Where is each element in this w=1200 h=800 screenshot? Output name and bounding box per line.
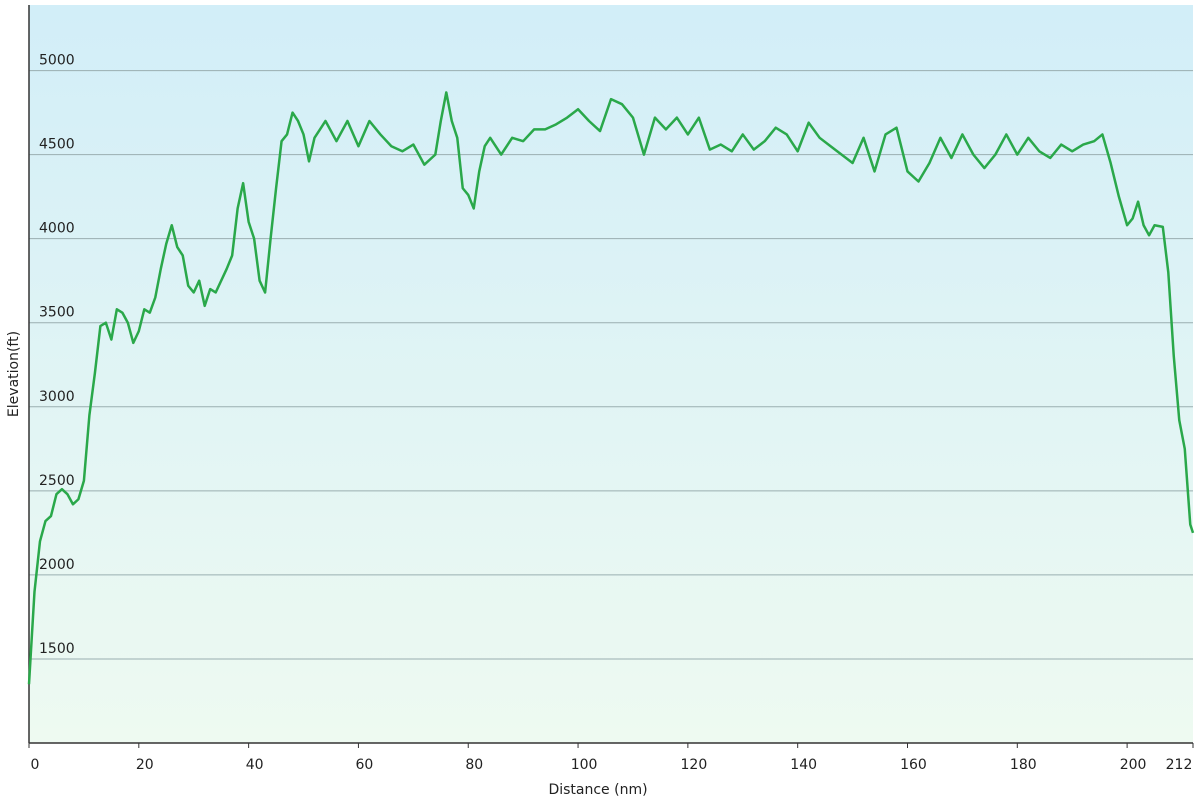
x-tick-label: 140 (790, 757, 817, 773)
y-tick-label: 5000 (39, 53, 75, 69)
x-tick-label: 180 (1010, 757, 1037, 773)
y-tick-label: 1500 (39, 641, 75, 657)
x-tick-label: 0 (31, 757, 40, 773)
elevation-line (27, 91, 1195, 685)
y-tick-label: 2000 (39, 557, 75, 573)
x-tick-label: 60 (356, 757, 374, 773)
y-tick-label: 3500 (39, 305, 75, 321)
x-tick-label: 212 (1166, 757, 1193, 773)
x-tick-label: 20 (136, 757, 154, 773)
y-tick-label: 4500 (39, 137, 75, 153)
x-tick-label: 200 (1120, 757, 1147, 773)
y-tick-label: 3000 (39, 389, 75, 405)
plot-background (29, 5, 1193, 743)
x-tick-label: 120 (681, 757, 708, 773)
x-tick-label: 40 (246, 757, 264, 773)
x-tick-label: 100 (571, 757, 598, 773)
y-tick-label: 4000 (39, 221, 75, 237)
y-axis-label: Elevation(ft) (6, 331, 22, 417)
x-tick-label: 80 (465, 757, 483, 773)
x-axis-label: Distance (nm) (548, 782, 647, 798)
y-tick-label: 2500 (39, 473, 75, 489)
x-tick-label: 160 (900, 757, 927, 773)
